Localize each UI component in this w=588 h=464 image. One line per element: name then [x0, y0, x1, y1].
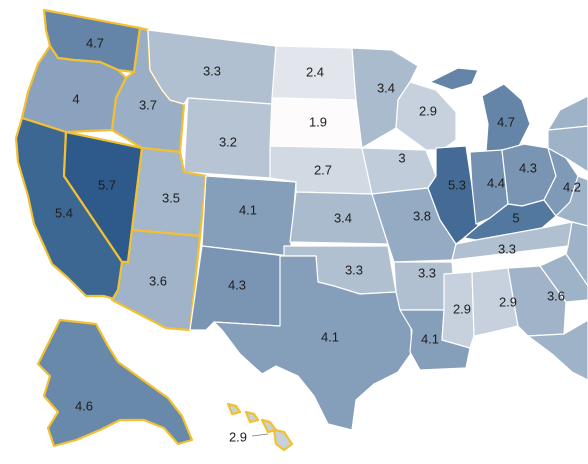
state-wy[interactable]	[183, 97, 273, 179]
state-wi[interactable]	[395, 81, 457, 151]
state-tn[interactable]	[451, 221, 573, 261]
state-co[interactable]	[201, 175, 297, 257]
state-ia[interactable]	[361, 147, 437, 195]
hawaii-leader-line	[251, 433, 269, 437]
state-mi[interactable]	[429, 67, 531, 153]
state-hi[interactable]	[226, 402, 294, 452]
state-ms[interactable]	[441, 271, 475, 349]
state-az[interactable]	[110, 228, 202, 332]
state-value-hi: 2.9	[229, 429, 247, 444]
state-tx[interactable]	[213, 255, 413, 431]
state-nm[interactable]	[189, 245, 287, 331]
state-il[interactable]	[427, 145, 479, 245]
state-ak[interactable]	[36, 318, 194, 448]
state-sd[interactable]	[269, 97, 363, 149]
state-al[interactable]	[471, 267, 519, 337]
state-fl[interactable]	[527, 319, 588, 381]
state-sc[interactable]	[539, 253, 588, 303]
state-nd[interactable]	[271, 45, 357, 101]
state-mt[interactable]	[147, 29, 277, 105]
state-ny[interactable]	[547, 95, 588, 131]
